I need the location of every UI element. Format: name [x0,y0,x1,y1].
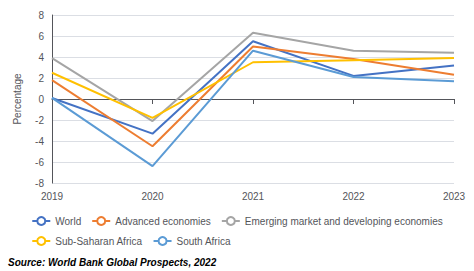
svg-text:2022: 2022 [342,191,365,202]
svg-text:0: 0 [38,94,44,105]
svg-text:4: 4 [38,52,44,63]
svg-text:8: 8 [38,10,44,21]
svg-text:Percentage: Percentage [12,73,23,125]
svg-text:-6: -6 [35,157,44,168]
svg-text:2020: 2020 [141,191,164,202]
svg-text:2023: 2023 [443,191,466,202]
svg-text:-4: -4 [35,136,44,147]
svg-text:2019: 2019 [41,191,64,202]
svg-text:6: 6 [38,31,44,42]
svg-text:World: World [55,216,81,227]
svg-text:Sub-Saharan Africa: Sub-Saharan Africa [55,236,142,247]
svg-text:Advanced economies: Advanced economies [115,216,211,227]
svg-text:Source: World Bank Global Pros: Source: World Bank Global Prospects, 202… [8,257,217,268]
svg-text:2021: 2021 [242,191,265,202]
svg-text:Emerging market and developing: Emerging market and developing economies [245,216,443,227]
svg-text:South Africa: South Africa [177,236,231,247]
svg-text:-8: -8 [35,178,44,189]
svg-text:-2: -2 [35,115,44,126]
svg-text:2: 2 [38,73,44,84]
